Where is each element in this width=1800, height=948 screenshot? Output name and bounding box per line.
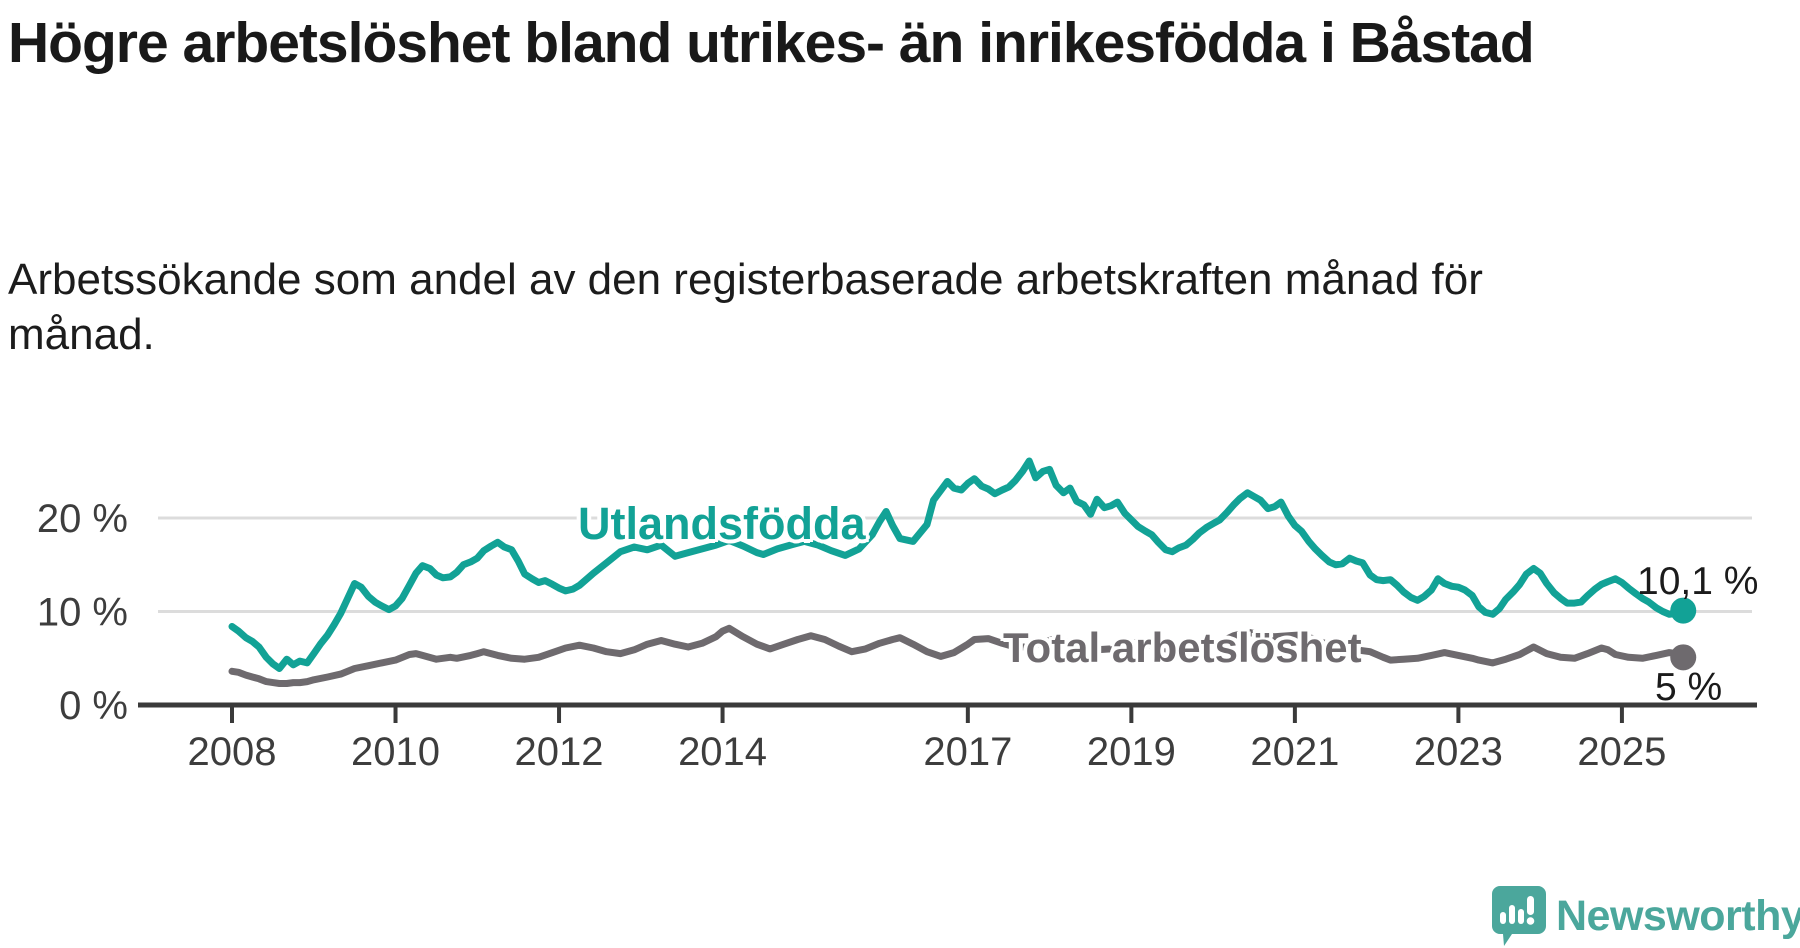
x-tick-label-2023: 2023 <box>1414 730 1503 774</box>
end-value-label-total: 5 % <box>1655 666 1723 709</box>
newsworthy-bubble-icon <box>1492 886 1546 946</box>
y-tick-label-20: 20 % <box>37 497 128 541</box>
y-tick-label-10: 10 % <box>37 591 128 635</box>
series-label-total-arbetsloshet: Total arbetslöshet <box>1003 624 1362 671</box>
x-tick-label-2025: 2025 <box>1577 730 1666 774</box>
newsworthy-logo: Newsworthy <box>1488 884 1800 948</box>
axis-tick-labels: 0 % 10 % 20 % 2008 2010 2012 2014 2017 2019 2021 2… <box>37 497 1667 774</box>
newsworthy-brand-text: Newsworthy <box>1556 892 1800 940</box>
series-label-utlandsfodda: Utlandsfödda <box>578 498 866 549</box>
x-tick-label-2008: 2008 <box>188 730 277 774</box>
x-tick-label-2010: 2010 <box>351 730 440 774</box>
x-tick-label-2019: 2019 <box>1087 730 1176 774</box>
x-axis <box>138 702 1757 723</box>
end-dot-total-arbetsl-shet <box>1670 644 1697 671</box>
end-dot-utlandsf-dda <box>1670 597 1697 624</box>
x-tick-label-2017: 2017 <box>923 730 1012 774</box>
gridlines <box>158 516 1752 613</box>
page-title: Högre arbetslöshet bland utrikes- än inr… <box>8 11 1535 75</box>
page-subtitle: Arbetssökande som andel av den registerb… <box>8 255 1483 359</box>
x-tick-label-2014: 2014 <box>678 730 767 774</box>
x-tick-label-2021: 2021 <box>1250 730 1339 774</box>
x-tick-label-2012: 2012 <box>515 730 604 774</box>
series-lines <box>228 457 1697 687</box>
end-value-label-utlandsfodda: 10,1 % <box>1637 560 1759 603</box>
line-total-arbetsl-shet <box>228 624 1687 687</box>
line-utlandsf-dda <box>228 457 1687 672</box>
y-tick-label-0: 0 % <box>59 684 128 728</box>
